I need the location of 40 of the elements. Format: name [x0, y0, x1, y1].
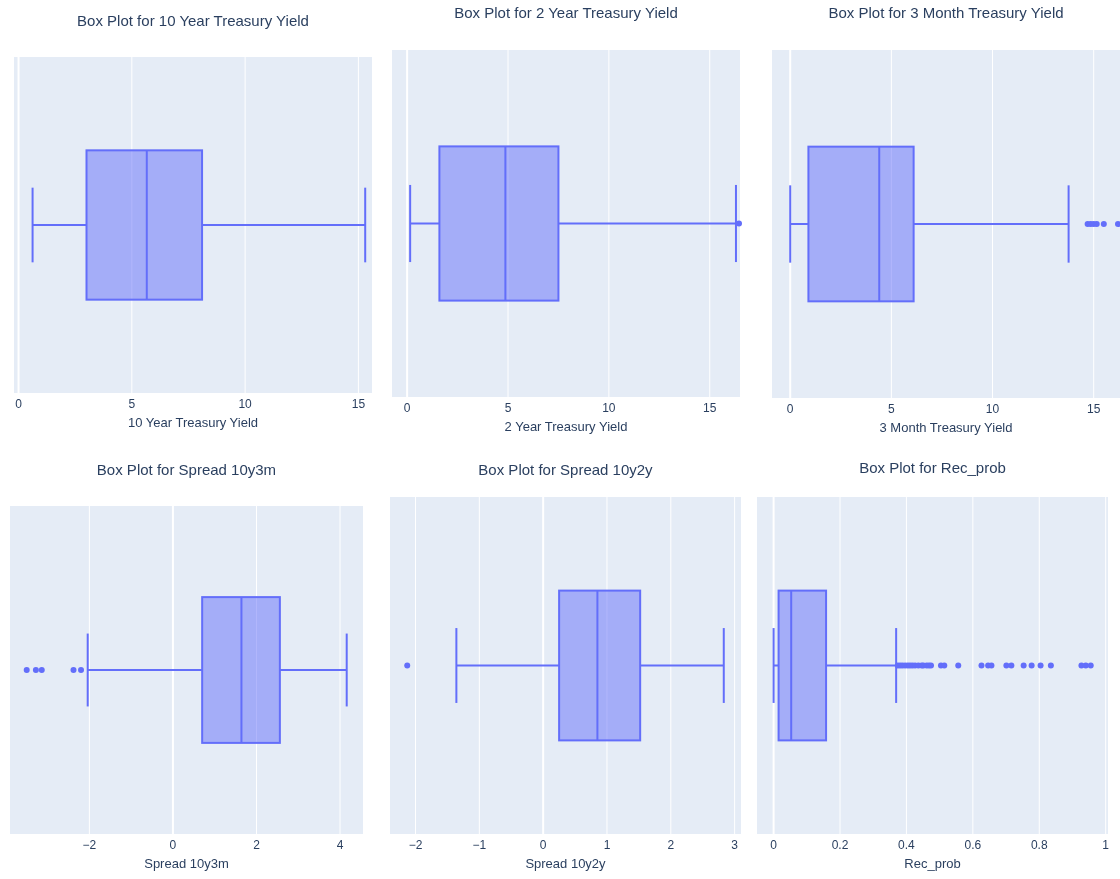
x-tick-label: 0: [539, 838, 547, 852]
x-tick-label: 15: [351, 397, 366, 411]
x-axis-title: Spread 10y2y: [525, 856, 607, 871]
x-axis-title: 3 Month Treasury Yield: [879, 420, 1013, 435]
x-tick-label: 3: [731, 838, 739, 852]
chart-title: Box Plot for Spread 10y2y: [478, 461, 654, 478]
x-axis-title: Rec_prob: [904, 856, 961, 871]
x-tick-label: 0.4: [898, 838, 916, 852]
x-tick-label: 5: [888, 402, 896, 416]
x-tick-label: 5: [504, 401, 512, 415]
x-axis-title: 10 Year Treasury Yield: [127, 415, 259, 430]
x-tick-label: 15: [1087, 402, 1101, 416]
chart-title: Box Plot for Spread 10y3m: [96, 461, 277, 478]
x-axis-title: 2 Year Treasury Yield: [504, 419, 628, 434]
x-tick-label: 5: [128, 397, 136, 411]
x-tick-label: 4: [336, 838, 344, 852]
x-tick-label: −2: [82, 838, 97, 852]
x-tick-label: 0.6: [964, 838, 982, 852]
x-tick-label: 10: [602, 401, 616, 415]
x-tick-label: 2: [253, 838, 261, 852]
x-tick-label: 0: [786, 402, 794, 416]
x-tick-label: 0: [403, 401, 411, 415]
chart-title: Box Plot for 10 Year Treasury Yield: [77, 12, 309, 29]
chart-title: Box Plot for Rec_prob: [859, 459, 1006, 476]
x-tick-label: 0.2: [831, 838, 849, 852]
x-tick-label: 0: [15, 397, 23, 411]
x-tick-label: 1: [603, 838, 611, 852]
x-tick-label: 0: [770, 838, 778, 852]
x-tick-label: 0.8: [1030, 838, 1048, 852]
x-tick-label: 10: [238, 397, 253, 411]
x-tick-label: 10: [985, 402, 1000, 416]
x-tick-label: 1: [1102, 838, 1110, 852]
x-tick-label: 2: [667, 838, 675, 852]
chart-title: Box Plot for 3 Month Treasury Yield: [828, 4, 1064, 21]
chart-title: Box Plot for 2 Year Treasury Yield: [454, 4, 678, 21]
x-tick-label: 15: [703, 401, 717, 415]
x-tick-label: 0: [169, 838, 177, 852]
x-tick-label: −2: [408, 838, 423, 852]
x-tick-label: −1: [472, 838, 487, 852]
x-axis-title: Spread 10y3m: [144, 856, 229, 871]
